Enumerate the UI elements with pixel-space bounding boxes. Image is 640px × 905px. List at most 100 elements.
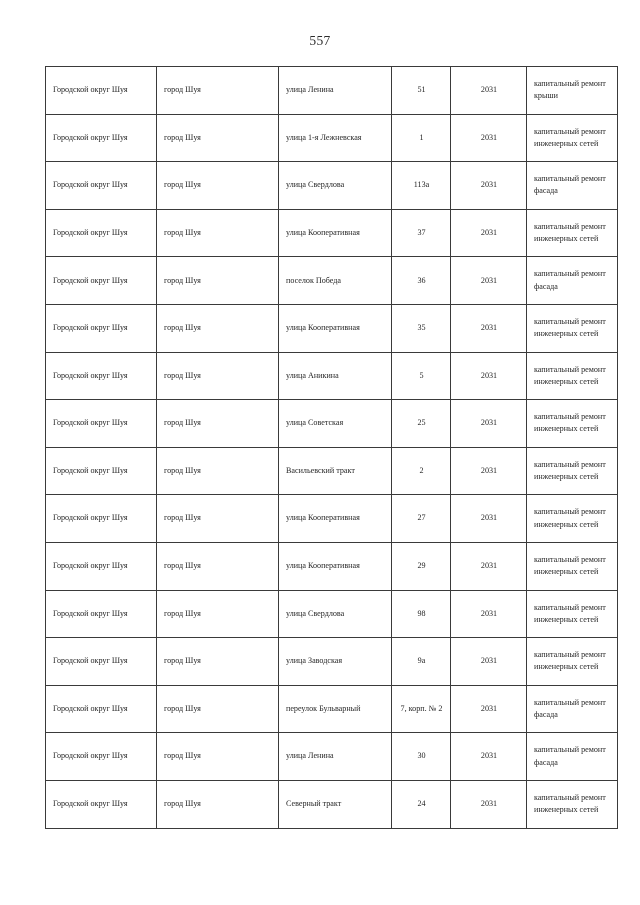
cell-year: 2031: [450, 589, 527, 639]
cell-street: улица Свердлова: [278, 161, 392, 210]
cell-municipality: Городской округ Шуя: [45, 399, 157, 448]
cell-house: 36: [391, 256, 451, 305]
cell-work: капитальный ремонт инженерных сетей: [526, 779, 618, 829]
cell-year: 2031: [450, 351, 527, 401]
cell-year: 2031: [450, 161, 527, 210]
cell-settlement: город Шуя: [156, 779, 279, 829]
cell-municipality: Городской округ Шуя: [45, 303, 157, 353]
table-row: Городской округ Шуя город Шуя улица Советс…: [45, 399, 618, 448]
table-row: Городской округ Шуя город Шуя поселок Побе…: [45, 256, 618, 305]
cell-municipality: Городской округ Шуя: [45, 256, 157, 305]
cell-settlement: город Шуя: [156, 161, 279, 210]
table-row: Городской округ Шуя город Шуя улица Свердл…: [45, 589, 618, 639]
table-row: Городской округ Шуя город Шуя улица Аникин…: [45, 351, 618, 401]
cell-house: 9а: [391, 637, 451, 686]
cell-house: 113а: [391, 161, 451, 210]
cell-year: 2031: [450, 637, 527, 686]
cell-street: улица Кооперативная: [278, 208, 392, 258]
capital-repair-schedule-table: Городской округ Шуя город Шуя улица Ленина…: [45, 66, 618, 829]
table-body: Городской округ Шуя город Шуя улица Ленина…: [45, 66, 618, 829]
cell-house: 27: [391, 494, 451, 543]
cell-work: капитальный ремонт инженерных сетей: [526, 399, 618, 448]
cell-work: капитальный ремонт инженерных сетей: [526, 113, 618, 163]
cell-street: улица Аникина: [278, 351, 392, 401]
cell-work: капитальный ремонт инженерных сетей: [526, 541, 618, 591]
table-row: Городской округ Шуя город Шуя улица 1-я Ле…: [45, 113, 618, 163]
cell-municipality: Городской округ Шуя: [45, 446, 157, 496]
table-row: Городской округ Шуя город Шуя улица Ленина…: [45, 66, 618, 115]
table-row: Городской округ Шуя город Шуя переулок Бул…: [45, 684, 618, 734]
cell-year: 2031: [450, 732, 527, 781]
cell-work: капитальный ремонт инженерных сетей: [526, 494, 618, 543]
cell-settlement: город Шуя: [156, 399, 279, 448]
cell-municipality: Городской округ Шуя: [45, 494, 157, 543]
cell-settlement: город Шуя: [156, 351, 279, 401]
cell-year: 2031: [450, 779, 527, 829]
page-number: 557: [309, 33, 331, 48]
cell-work: капитальный ремонт инженерных сетей: [526, 637, 618, 686]
cell-street: улица Заводская: [278, 637, 392, 686]
table-row: Городской округ Шуя город Шуя улица Коопер…: [45, 494, 618, 543]
cell-work: капитальный ремонт инженерных сетей: [526, 208, 618, 258]
cell-house: 2: [391, 446, 451, 496]
cell-settlement: город Шуя: [156, 684, 279, 734]
cell-municipality: Городской округ Шуя: [45, 589, 157, 639]
table-row: Городской округ Шуя город Шуя улица Коопер…: [45, 303, 618, 353]
cell-year: 2031: [450, 113, 527, 163]
cell-municipality: Городской округ Шуя: [45, 732, 157, 781]
cell-municipality: Городской округ Шуя: [45, 66, 157, 115]
cell-municipality: Городской округ Шуя: [45, 208, 157, 258]
cell-year: 2031: [450, 446, 527, 496]
cell-settlement: город Шуя: [156, 494, 279, 543]
cell-house: 35: [391, 303, 451, 353]
cell-year: 2031: [450, 303, 527, 353]
cell-year: 2031: [450, 208, 527, 258]
cell-year: 2031: [450, 684, 527, 734]
cell-work: капитальный ремонт фасада: [526, 161, 618, 210]
cell-settlement: город Шуя: [156, 637, 279, 686]
cell-year: 2031: [450, 541, 527, 591]
cell-street: улица Ленина: [278, 66, 392, 115]
cell-municipality: Городской округ Шуя: [45, 684, 157, 734]
cell-house: 24: [391, 779, 451, 829]
cell-municipality: Городской округ Шуя: [45, 351, 157, 401]
cell-house: 5: [391, 351, 451, 401]
cell-municipality: Городской округ Шуя: [45, 779, 157, 829]
cell-house: 51: [391, 66, 451, 115]
cell-house: 1: [391, 113, 451, 163]
cell-year: 2031: [450, 256, 527, 305]
cell-municipality: Городской округ Шуя: [45, 637, 157, 686]
cell-street: Северный тракт: [278, 779, 392, 829]
table-row: Городской округ Шуя город Шуя Васильевский…: [45, 446, 618, 496]
cell-work: капитальный ремонт фасада: [526, 732, 618, 781]
cell-settlement: город Шуя: [156, 256, 279, 305]
cell-house: 98: [391, 589, 451, 639]
cell-municipality: Городской округ Шуя: [45, 113, 157, 163]
cell-street: улица Советская: [278, 399, 392, 448]
cell-work: капитальный ремонт инженерных сетей: [526, 446, 618, 496]
cell-settlement: город Шуя: [156, 732, 279, 781]
cell-street: поселок Победа: [278, 256, 392, 305]
cell-settlement: город Шуя: [156, 208, 279, 258]
cell-settlement: город Шуя: [156, 446, 279, 496]
cell-year: 2031: [450, 66, 527, 115]
cell-work: капитальный ремонт инженерных сетей: [526, 589, 618, 639]
table-row: Городской округ Шуя город Шуя улица Ленина…: [45, 732, 618, 781]
cell-house: 25: [391, 399, 451, 448]
cell-street: улица Кооперативная: [278, 494, 392, 543]
cell-settlement: город Шуя: [156, 66, 279, 115]
cell-work: капитальный ремонт крыши: [526, 66, 618, 115]
cell-municipality: Городской округ Шуя: [45, 541, 157, 591]
cell-street: Васильевский тракт: [278, 446, 392, 496]
table-row: Городской округ Шуя город Шуя улица Заводс…: [45, 637, 618, 686]
cell-street: улица Кооперативная: [278, 541, 392, 591]
cell-work: капитальный ремонт фасада: [526, 684, 618, 734]
cell-street: улица Свердлова: [278, 589, 392, 639]
cell-year: 2031: [450, 399, 527, 448]
cell-street: улица 1-я Лежневская: [278, 113, 392, 163]
cell-street: улица Ленина: [278, 732, 392, 781]
table-row: Городской округ Шуя город Шуя Северный тра…: [45, 779, 618, 829]
cell-house: 7, корп. № 2: [391, 684, 451, 734]
cell-settlement: город Шуя: [156, 303, 279, 353]
